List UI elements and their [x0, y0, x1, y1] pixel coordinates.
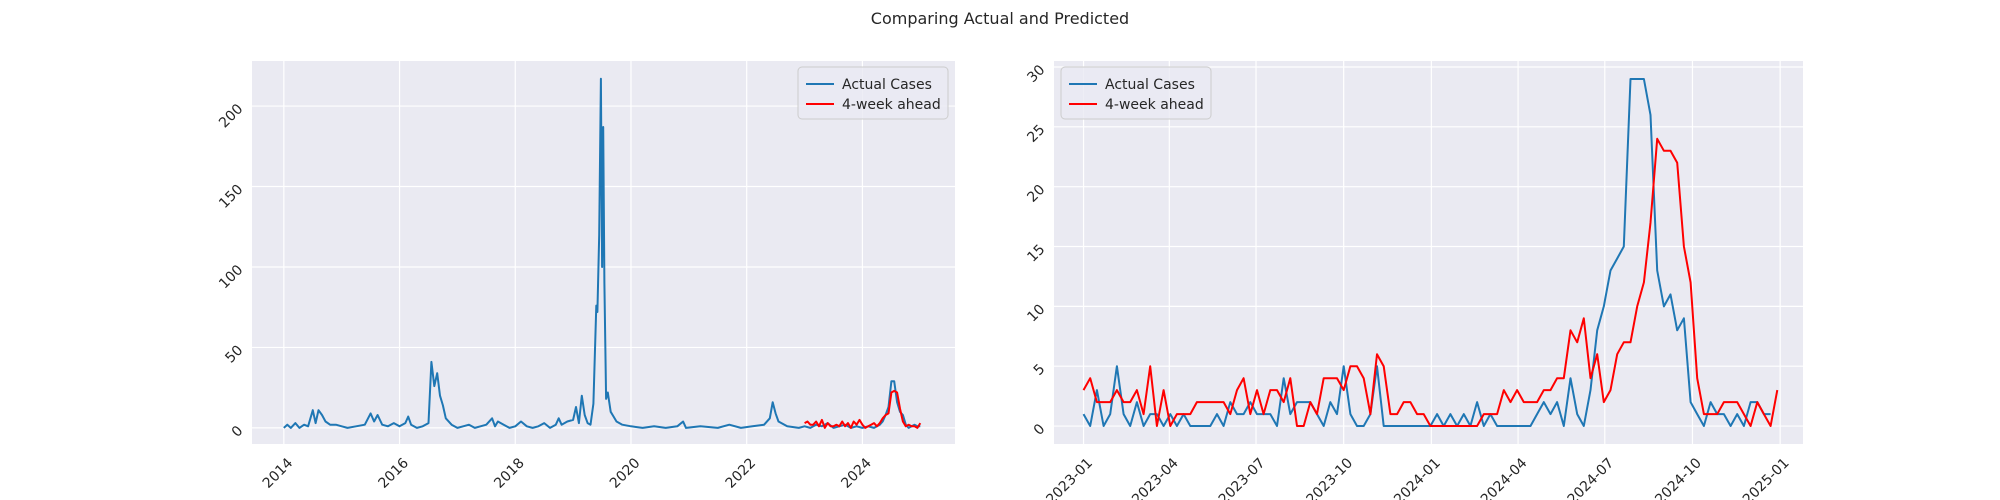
y-tick-label: 30: [1024, 62, 1048, 86]
y-tick-label: 150: [216, 182, 246, 212]
x-tick-label: 2020: [607, 455, 644, 492]
legend: Actual Cases 4-week ahead: [797, 66, 949, 120]
y-tick-label: 20: [1024, 182, 1048, 206]
x-tick-label: 2016: [376, 455, 413, 492]
y-tick-label: 200: [216, 101, 246, 131]
legend-label: Actual Cases: [1105, 77, 1195, 93]
legend-frame: [1060, 66, 1212, 120]
x-tick-label: 2023-04: [1129, 455, 1182, 500]
y-tick-label: 0: [1031, 421, 1049, 439]
series-line-four-week-ahead: [804, 389, 922, 429]
y-tick-label: 0: [229, 423, 247, 441]
subplot-1: 0 50 100 150 200 2014 2016 2018 2020 2022 2024 Actu…: [216, 61, 955, 492]
x-tick-label: 2022: [723, 455, 760, 492]
x-tick-label: 2018: [491, 455, 528, 492]
y-tick-label: 100: [216, 262, 246, 292]
y-tick-label: 25: [1024, 122, 1048, 146]
series-line-four-week-ahead: [1082, 137, 1779, 427]
x-tick-label: 2023-10: [1303, 455, 1356, 500]
x-tick-label: 2023-01: [1043, 455, 1096, 500]
legend-frame: [797, 66, 949, 120]
y-tick-label: 10: [1024, 301, 1048, 325]
legend-label: 4-week ahead: [1105, 97, 1204, 113]
legend: Actual Cases 4-week ahead: [1060, 66, 1212, 120]
figure-title: Comparing Actual and Predicted: [871, 9, 1129, 28]
series-line-actual-cases: [1082, 78, 1771, 427]
x-tick-label: 2024-04: [1478, 455, 1531, 500]
x-tick-label: 2025-01: [1740, 455, 1793, 500]
y-tick-label: 15: [1024, 242, 1048, 266]
x-tick-label: 2024-10: [1652, 455, 1705, 500]
y-tick-label: 5: [1031, 361, 1049, 379]
x-tick-label: 2023-07: [1216, 455, 1269, 500]
x-tick-label: 2024: [838, 455, 875, 492]
x-tick-label: 2024-01: [1391, 455, 1444, 500]
x-tick-label: 2014: [260, 455, 297, 492]
subplot-2: 0 5 10 15 20 25 30 2023-01 2023-04 2023-07 2023-10…: [1024, 61, 1803, 500]
y-tick-label: 50: [222, 342, 246, 366]
legend-label: Actual Cases: [842, 77, 932, 93]
x-tick-label: 2024-07: [1565, 455, 1618, 500]
legend-label: 4-week ahead: [842, 97, 941, 113]
plot-area: [1054, 61, 1803, 444]
